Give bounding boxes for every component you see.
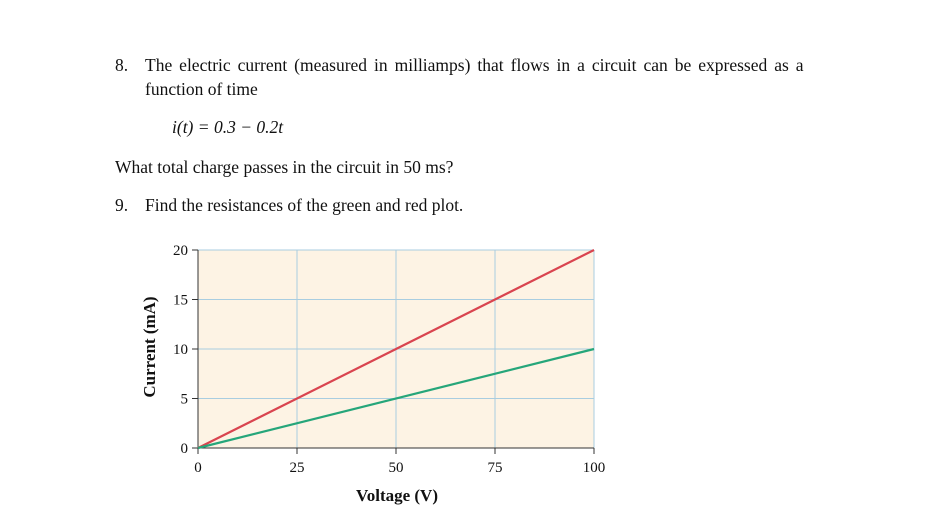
x-tick-label-100: 100 [583,460,606,476]
y-tick-label-10: 10 [173,342,188,358]
y-tick-label-20: 20 [173,243,188,259]
question-9-number: 9. [115,195,129,215]
x-tick-label-50: 50 [389,460,404,476]
y-axis-label: Current (mA) [140,296,159,397]
x-axis-label: Voltage (V) [356,486,438,505]
x-tick-label-25: 25 [290,460,305,476]
question-8-line-1: 8. The electric current (measured in mil… [115,54,804,76]
series-line-0 [197,249,595,449]
question-8-text-3: What total charge passes in the circuit … [115,157,454,177]
question-8-number: 8. [115,55,129,75]
axes [192,249,595,454]
y-tick-label-0: 0 [181,441,189,457]
y-tick-label-15: 15 [173,293,188,309]
question-8-text-1: The electric current (measured in millia… [145,55,804,75]
x-tick-label-0: 0 [194,460,202,476]
tick-labels: 0 5 10 15 20 0 25 50 75 100 [173,243,605,476]
question-9-line: 9. Find the resistances of the green and… [115,194,463,216]
question-9-text: Find the resistances of the green and re… [145,195,464,215]
y-tick-label-5: 5 [181,392,189,408]
question-8-text-2: function of time [145,79,258,99]
x-tick-label-75: 75 [488,460,503,476]
question-8-equation: i(t) = 0.3 − 0.2t [172,117,284,137]
series-line-1 [197,347,595,450]
series-lines [197,249,595,450]
